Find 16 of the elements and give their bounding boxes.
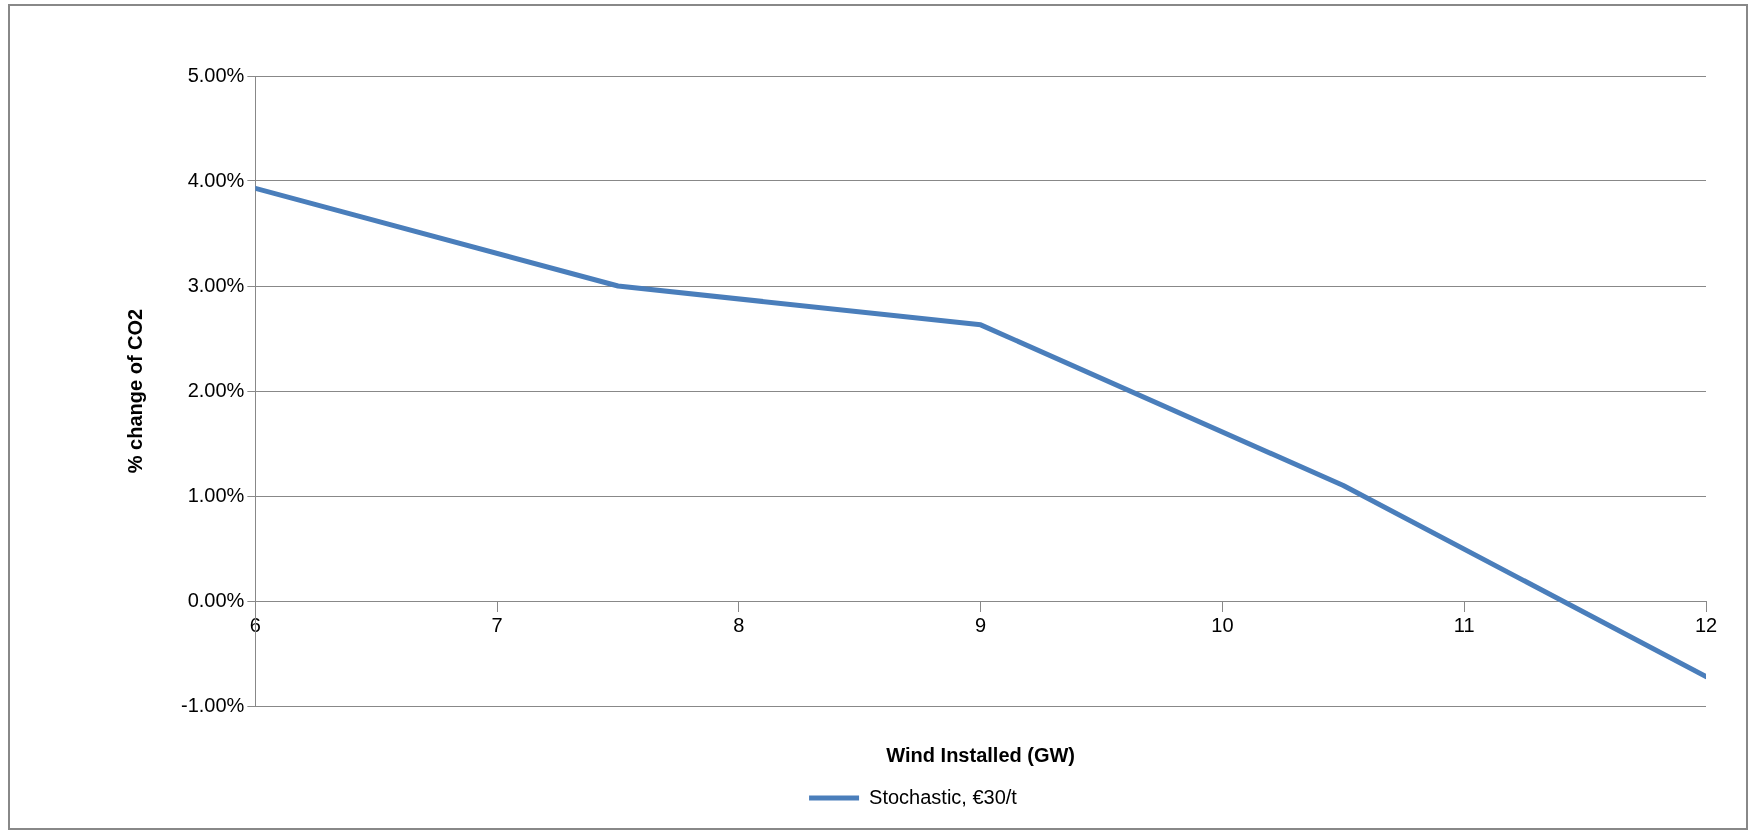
y-tick-label: 2.00% — [187, 378, 245, 401]
x-tick-label: 11 — [1453, 613, 1475, 636]
x-tick-label: 8 — [733, 613, 745, 636]
y-tick-label: 5.00% — [187, 63, 245, 86]
x-tick-label: 12 — [1694, 613, 1718, 636]
x-axis-title: Wind Installed (GW) — [886, 743, 1076, 766]
y-tick-label: 0.00% — [187, 588, 245, 611]
y-tick-label: -1.00% — [180, 693, 245, 716]
y-tick-label: 4.00% — [187, 168, 245, 191]
legend-label: Stochastic, €30/t — [869, 785, 1018, 808]
x-tick-label: 9 — [975, 613, 987, 636]
x-tick-label: 10 — [1211, 613, 1234, 636]
y-axis-title: % change of CO2 — [123, 308, 146, 474]
x-tick-label: 7 — [491, 613, 503, 636]
y-tick-label: 3.00% — [187, 273, 245, 296]
y-tick-label: 1.00% — [187, 483, 245, 506]
